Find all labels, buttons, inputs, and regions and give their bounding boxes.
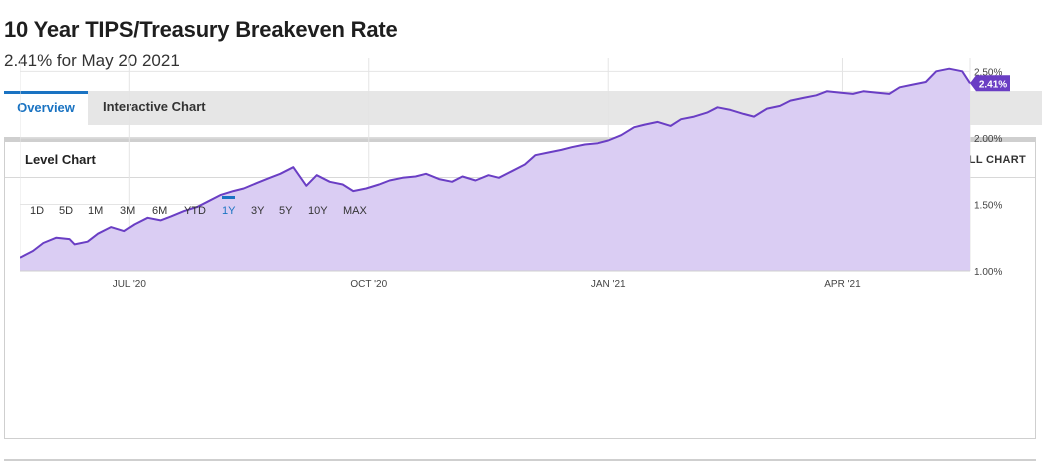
tab-interactive-chart[interactable]: Interactive Chart bbox=[103, 99, 206, 114]
y-tick-label: 1.00% bbox=[974, 267, 1002, 278]
x-tick-label: JUL '20 bbox=[113, 279, 147, 290]
y-tick-label: 2.50% bbox=[974, 67, 1002, 78]
range-6m[interactable]: 6M bbox=[152, 205, 168, 217]
y-tick-label: 1.50% bbox=[974, 200, 1002, 211]
range-1m[interactable]: 1M bbox=[88, 205, 104, 217]
range-1d[interactable]: 1D bbox=[30, 205, 45, 217]
page-title: 10 Year TIPS/Treasury Breakeven Rate bbox=[4, 17, 398, 42]
last-value-label: 2.41% bbox=[979, 79, 1007, 90]
range-3y[interactable]: 3Y bbox=[251, 205, 265, 217]
breakeven-rate-chart: 1.00% 1.50% 2.00% 2.50% JUL '20 OCT '20 JAN '2… bbox=[20, 58, 1010, 290]
tab-overview[interactable]: Overview bbox=[4, 91, 88, 125]
x-tick-label: APR '21 bbox=[824, 279, 861, 290]
range-5y[interactable]: 5Y bbox=[279, 205, 293, 217]
divider bbox=[4, 459, 1036, 461]
range-10y[interactable]: 10Y bbox=[308, 205, 328, 217]
range-1y[interactable]: 1Y bbox=[222, 196, 236, 217]
range-3m[interactable]: 3M bbox=[120, 205, 136, 217]
x-tick-label: JAN '21 bbox=[591, 279, 626, 290]
range-max[interactable]: MAX bbox=[343, 205, 367, 217]
y-tick-label: 2.00% bbox=[974, 134, 1002, 145]
last-value-badge bbox=[970, 75, 1010, 92]
panel-title: Level Chart bbox=[25, 152, 96, 167]
range-5d[interactable]: 5D bbox=[59, 205, 74, 217]
x-tick-label: OCT '20 bbox=[350, 279, 387, 290]
range-ytd[interactable]: YTD bbox=[184, 205, 206, 217]
series-area bbox=[20, 68, 970, 271]
page-subtitle: 2.41% for May 20 2021 bbox=[4, 51, 180, 70]
series-line bbox=[20, 67, 971, 259]
